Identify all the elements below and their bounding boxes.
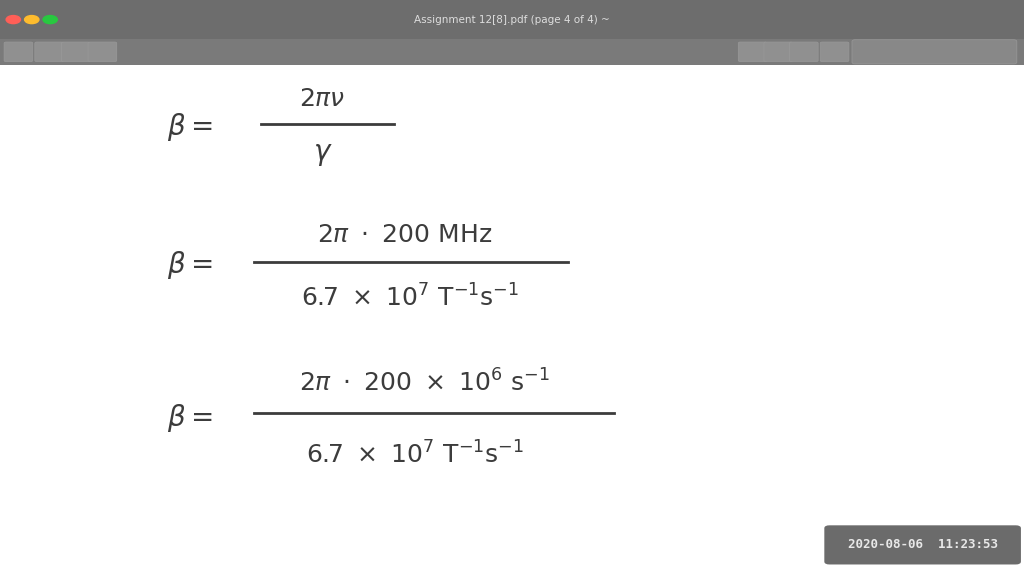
FancyBboxPatch shape: [824, 525, 1021, 564]
FancyBboxPatch shape: [0, 39, 1024, 65]
FancyBboxPatch shape: [852, 40, 1017, 64]
Text: Assignment 12[8].pdf (page 4 of 4) ~: Assignment 12[8].pdf (page 4 of 4) ~: [414, 14, 610, 25]
FancyBboxPatch shape: [820, 42, 849, 62]
FancyBboxPatch shape: [35, 42, 63, 62]
Text: $\beta =$: $\beta =$: [167, 111, 212, 143]
Text: $2\pi\ \cdot\ 200\ \times\ 10^{6}\ \mathrm{s}^{-1}$: $2\pi\ \cdot\ 200\ \times\ 10^{6}\ \math…: [299, 369, 551, 397]
FancyBboxPatch shape: [764, 42, 793, 62]
Text: $2\pi\ \cdot\ 200\ \mathrm{MHz}$: $2\pi\ \cdot\ 200\ \mathrm{MHz}$: [316, 223, 493, 247]
Circle shape: [6, 16, 20, 24]
FancyBboxPatch shape: [790, 42, 818, 62]
FancyBboxPatch shape: [88, 42, 117, 62]
Circle shape: [43, 16, 57, 24]
FancyBboxPatch shape: [0, 0, 1024, 39]
Text: $6.7\ \times\ 10^{7}\ \mathrm{T^{-1}s^{-1}}$: $6.7\ \times\ 10^{7}\ \mathrm{T^{-1}s^{-…: [305, 441, 524, 469]
Text: 2020-08-06  11:23:53: 2020-08-06 11:23:53: [848, 539, 997, 551]
Circle shape: [25, 16, 39, 24]
Text: $6.7\ \times\ 10^{7}\ \mathrm{T^{-1}s^{-1}}$: $6.7\ \times\ 10^{7}\ \mathrm{T^{-1}s^{-…: [300, 285, 519, 312]
Text: $2\pi\nu$: $2\pi\nu$: [299, 87, 346, 111]
Text: $\beta =$: $\beta =$: [167, 249, 212, 281]
FancyBboxPatch shape: [4, 42, 33, 62]
FancyBboxPatch shape: [61, 42, 90, 62]
Text: $\beta =$: $\beta =$: [167, 401, 212, 434]
FancyBboxPatch shape: [738, 42, 767, 62]
Text: $\gamma$: $\gamma$: [312, 141, 333, 168]
